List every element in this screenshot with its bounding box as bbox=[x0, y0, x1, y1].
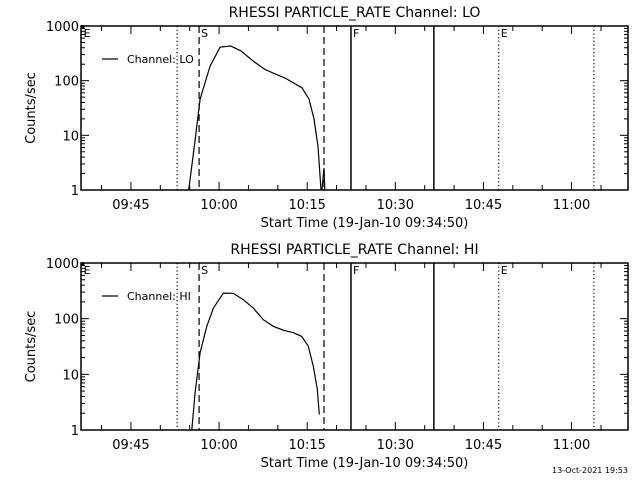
x-tick-label: 10:15 bbox=[288, 198, 325, 213]
y-axis-label: Counts/sec bbox=[24, 72, 39, 144]
y-tick-label: 10 bbox=[62, 368, 79, 383]
corner-marker-dot bbox=[80, 25, 85, 29]
x-tick-label: 10:00 bbox=[200, 198, 237, 213]
data-series-line bbox=[191, 292, 320, 431]
y-tick-label: 1 bbox=[71, 184, 79, 199]
time-marker-label: S bbox=[201, 264, 208, 277]
y-tick-label: 100 bbox=[54, 313, 79, 328]
x-tick-label: 10:15 bbox=[288, 438, 325, 453]
data-series-line bbox=[321, 168, 326, 191]
x-axis-label: Start Time (19-Jan-10 09:34:50) bbox=[261, 456, 469, 471]
chart-panel-1: RHESSI PARTICLE_RATE Channel: HI Start Ti… bbox=[24, 242, 629, 471]
y-tick-label: 1000 bbox=[46, 20, 79, 35]
y-tick-label: 10 bbox=[62, 129, 79, 144]
plot-frame bbox=[80, 25, 629, 191]
legend-label: Channel: HI bbox=[127, 290, 191, 303]
time-marker-label: F bbox=[353, 264, 359, 277]
time-marker-label: E bbox=[501, 27, 508, 40]
time-marker-label: E bbox=[84, 264, 91, 277]
x-tick-label: 09:45 bbox=[112, 198, 149, 213]
chart-title: RHESSI PARTICLE_RATE Channel: LO bbox=[229, 5, 481, 21]
time-marker-label: F bbox=[353, 27, 359, 40]
y-tick-label: 1000 bbox=[46, 257, 79, 272]
x-tick-label: 10:45 bbox=[465, 438, 502, 453]
x-tick-label: 11:00 bbox=[553, 198, 590, 213]
y-axis-label: Counts/sec bbox=[24, 311, 39, 383]
time-marker-label: S bbox=[201, 27, 208, 40]
legend-label: Channel: LO bbox=[127, 53, 194, 66]
plot-frame bbox=[80, 262, 629, 431]
x-tick-label: 10:30 bbox=[377, 198, 414, 213]
time-marker-label: E bbox=[84, 27, 91, 40]
x-tick-label: 10:00 bbox=[200, 438, 237, 453]
x-tick-label: 09:45 bbox=[112, 438, 149, 453]
plot-timestamp: 13-Oct-2021 19:53 bbox=[552, 466, 628, 475]
data-series-line bbox=[188, 45, 322, 191]
y-tick-label: 100 bbox=[54, 75, 79, 90]
chart-title: RHESSI PARTICLE_RATE Channel: HI bbox=[230, 242, 478, 258]
x-tick-label: 10:45 bbox=[465, 198, 502, 213]
x-tick-label: 10:30 bbox=[377, 438, 414, 453]
chart-panel-0: RHESSI PARTICLE_RATE Channel: LO Start Ti… bbox=[24, 5, 629, 231]
corner-marker-dot bbox=[80, 262, 85, 266]
x-axis-label: Start Time (19-Jan-10 09:34:50) bbox=[261, 216, 469, 231]
time-marker-label: E bbox=[501, 264, 508, 277]
x-tick-label: 11:00 bbox=[553, 438, 590, 453]
y-tick-label: 1 bbox=[71, 424, 79, 439]
